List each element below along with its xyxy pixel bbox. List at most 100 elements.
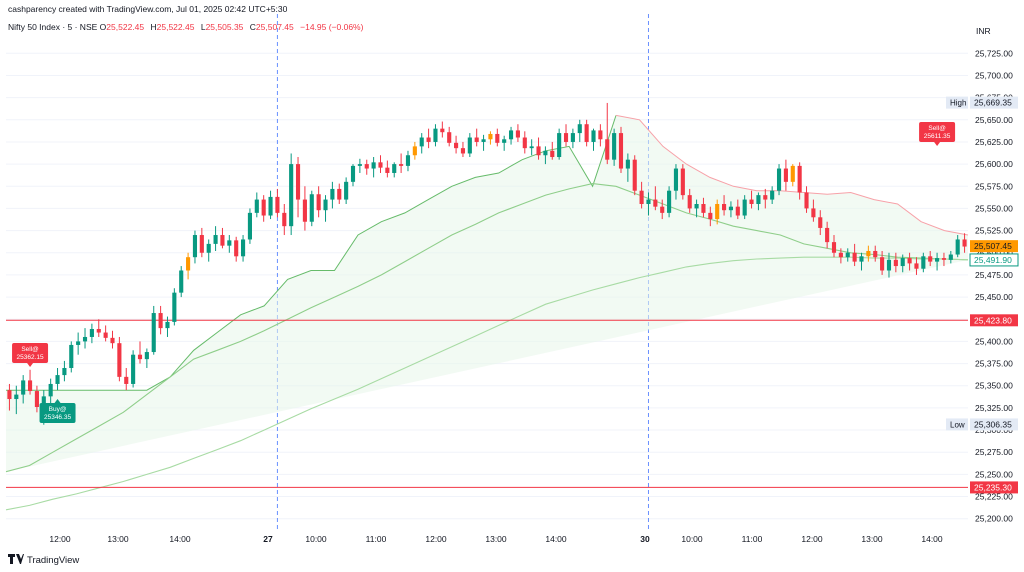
currency-label[interactable]: INR — [976, 26, 991, 36]
price-label-tag-text: High — [950, 99, 966, 108]
trend-fill-area — [6, 115, 968, 472]
candle-body — [110, 337, 115, 344]
price-axis-badge — [970, 418, 1018, 431]
price-axis-badge — [970, 481, 1018, 494]
candle-body — [907, 258, 912, 264]
trailing-stop-down-line — [615, 114, 969, 236]
candle-body — [96, 328, 101, 333]
high-value: 25,522.45 — [156, 22, 195, 32]
signal-label-price: 25362.15 — [16, 354, 43, 361]
candle-body — [467, 137, 472, 154]
candle-body — [591, 130, 596, 142]
candle-body — [419, 137, 424, 147]
candle-body — [667, 190, 672, 213]
candle-body — [186, 257, 191, 271]
candle-body — [639, 190, 644, 204]
candle-body — [776, 168, 782, 191]
candle-body — [275, 196, 280, 213]
candle-body — [412, 146, 417, 156]
x-axis-tick-label: 10:00 — [681, 534, 703, 544]
candle-body — [708, 212, 713, 220]
change-value: −14.95 (−0.06%) — [300, 22, 364, 32]
candle-body — [804, 192, 809, 209]
candle-body — [378, 162, 383, 168]
candle-body — [179, 270, 184, 293]
candle-body — [598, 130, 603, 140]
x-axis-tick-label: 10:00 — [305, 534, 327, 544]
y-axis-tick-label: 25,225.00 — [975, 492, 1013, 502]
candle-body — [220, 235, 225, 246]
candle-body — [103, 332, 108, 338]
x-axis-tick-label: 27 — [263, 534, 273, 544]
candle-body — [859, 256, 864, 262]
candle-body — [82, 336, 88, 342]
sell-signal-pointer — [27, 362, 34, 367]
candle-body — [715, 204, 720, 220]
candle-body — [426, 137, 431, 142]
candle-body — [289, 164, 294, 227]
y-axis-tick-label: 25,400.00 — [975, 336, 1013, 346]
candle-body — [55, 375, 60, 384]
candle-body — [515, 130, 520, 138]
price-axis-badge — [969, 253, 1019, 267]
candle-body — [646, 199, 651, 204]
candle-body — [385, 167, 390, 173]
candle-body — [660, 206, 665, 213]
candle-body — [392, 164, 397, 173]
x-axis-tick-label: 12:00 — [425, 534, 447, 544]
candle-body — [89, 328, 94, 337]
price-label-tag — [946, 96, 968, 109]
candle-body — [770, 190, 775, 200]
candle-body — [27, 380, 33, 392]
candle-body — [117, 343, 122, 377]
candle-body — [577, 124, 582, 134]
y-axis-tick-label: 25,500.00 — [975, 248, 1013, 258]
candle-body — [962, 239, 967, 247]
sell-signal-pointer — [934, 142, 941, 147]
candle-body — [14, 394, 19, 400]
candle-body — [811, 208, 816, 218]
candle-body — [21, 380, 26, 395]
trailing-stop-up-line — [6, 115, 617, 391]
candle-body — [886, 259, 892, 271]
candle-body — [673, 168, 679, 191]
candle-body — [900, 258, 905, 267]
candle-body — [612, 133, 617, 160]
candle-body — [144, 352, 149, 360]
y-axis-tick-label: 25,275.00 — [975, 447, 1013, 457]
price-axis-badge — [970, 96, 1018, 109]
candle-body — [880, 257, 885, 271]
candle-body — [563, 133, 569, 142]
candle-body — [124, 376, 129, 384]
y-axis-tick-label: 25,375.00 — [975, 359, 1013, 369]
candle-body — [69, 344, 74, 368]
candle-body — [694, 204, 699, 209]
candle-body — [701, 204, 706, 213]
candle-body — [941, 258, 947, 260]
candle-body — [357, 164, 362, 166]
candle-body — [550, 150, 555, 158]
tradingview-footer[interactable]: TradingView — [8, 554, 79, 567]
x-axis-tick-label: 11:00 — [366, 534, 387, 544]
close-value: 25,507.45 — [255, 22, 294, 32]
candle-body — [955, 239, 960, 255]
price-label-tag — [946, 418, 968, 431]
candle-body — [921, 256, 926, 269]
candle-body — [948, 254, 953, 260]
moving-average-line-2 — [5, 256, 969, 511]
price-axis-badge-value: 25,669.35 — [974, 98, 1012, 108]
candle-body — [605, 139, 610, 160]
signal-label-title: Sell@ — [928, 125, 946, 132]
signal-label-title: Sell@ — [21, 346, 39, 353]
candle-body — [7, 390, 12, 400]
candle-body — [873, 250, 878, 258]
candle-body — [797, 165, 802, 193]
moving-average-line-1 — [5, 183, 969, 473]
candle-body — [914, 263, 919, 269]
candle-body — [680, 168, 685, 196]
candle-body — [34, 391, 39, 408]
candle-body — [893, 259, 898, 267]
candle-body — [735, 206, 740, 216]
symbol-name[interactable]: Nifty 50 Index · 5 · NSE — [8, 22, 98, 32]
